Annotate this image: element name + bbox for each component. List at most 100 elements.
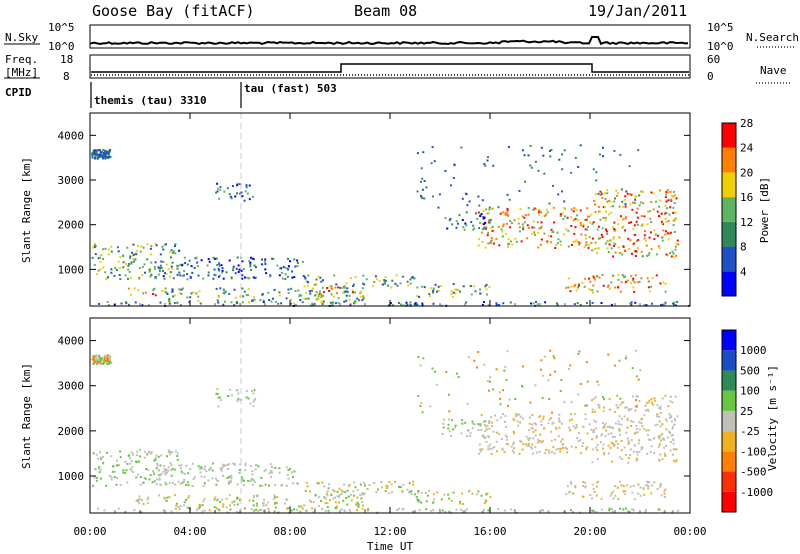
echo-cell (305, 280, 308, 283)
echo-cell (221, 269, 224, 272)
echo-cell (620, 188, 623, 191)
beam-title: Beam 08 (354, 2, 417, 20)
echo-cell (566, 216, 569, 219)
echo-cell (647, 485, 650, 488)
echo-cell (635, 349, 638, 352)
echo-cell (423, 197, 426, 200)
echo-cell (317, 275, 320, 278)
echo-cell (442, 426, 445, 429)
echo-cell (169, 453, 172, 456)
echo-cell (207, 274, 210, 277)
echo-cell (225, 271, 228, 274)
echo-cell (507, 238, 510, 241)
echo-cell (148, 268, 151, 271)
echo-cell (162, 269, 164, 272)
echo-cell (326, 490, 329, 493)
echo-cell (579, 439, 582, 442)
echo-cell (100, 155, 103, 158)
echo-cell (577, 240, 580, 243)
echo-cell (185, 464, 188, 467)
echo-cell (448, 497, 451, 500)
echo-cell (310, 289, 313, 292)
echo-cell (92, 484, 94, 487)
echo-cell (416, 295, 419, 297)
echo-cell (552, 206, 555, 209)
echo-cell (217, 187, 220, 190)
echo-cell (626, 417, 629, 420)
echo-cell (138, 267, 141, 269)
echo-cell (562, 446, 564, 449)
echo-cell (533, 231, 536, 234)
echo-cell (672, 224, 675, 226)
echo-cell (119, 456, 122, 459)
echo-cell (317, 297, 320, 300)
echo-cell (490, 239, 493, 242)
echo-cell (179, 292, 181, 295)
echo-cell (536, 441, 539, 444)
echo-cell (338, 495, 340, 498)
echo-cell (479, 292, 482, 295)
echo-cell (537, 211, 540, 214)
echo-cell (319, 276, 322, 279)
echo-cell (432, 509, 435, 512)
power-panel-bg (90, 113, 690, 306)
echo-cell (658, 443, 661, 446)
echo-cell (530, 426, 533, 429)
echo-cell (532, 302, 535, 305)
echo-cell (217, 396, 220, 399)
echo-cell (667, 405, 670, 408)
echo-cell (639, 494, 642, 497)
echo-cell (523, 221, 526, 224)
echo-cell (107, 304, 110, 307)
echo-cell (640, 418, 643, 421)
echo-cell (565, 493, 568, 496)
echo-cell (248, 301, 250, 304)
echo-cell (646, 408, 649, 411)
echo-cell (102, 258, 104, 260)
echo-cell (164, 481, 167, 484)
echo-cell (165, 263, 168, 266)
echo-cell (637, 378, 640, 381)
echo-cell (171, 290, 174, 293)
echo-cell (95, 152, 98, 155)
echo-cell (148, 451, 150, 454)
echo-cell (432, 302, 435, 305)
echo-cell (216, 190, 219, 193)
echo-cell (233, 500, 236, 503)
echo-cell (251, 477, 254, 480)
echo-cell (176, 301, 179, 304)
echo-cell (481, 199, 484, 202)
echo-cell (468, 200, 471, 203)
echo-cell (102, 149, 105, 151)
echo-cell (496, 450, 498, 453)
echo-cell (98, 355, 100, 358)
echo-cell (357, 503, 360, 506)
echo-cell (362, 297, 365, 300)
colorbar-tick-label: 24 (740, 142, 754, 155)
echo-cell (185, 483, 188, 486)
echo-cell (617, 274, 620, 276)
echo-cell (221, 466, 224, 469)
echo-cell (547, 379, 550, 382)
echo-cell (599, 210, 602, 213)
echo-cell (470, 221, 473, 224)
echo-cell (215, 257, 218, 260)
echo-cell (91, 153, 94, 156)
echo-cell (621, 226, 624, 229)
echo-cell (150, 261, 153, 264)
echo-cell (591, 399, 593, 402)
echo-cell (152, 470, 154, 473)
echo-cell (187, 472, 190, 475)
echo-cell (586, 302, 588, 304)
echo-cell (567, 229, 570, 232)
echo-cell (292, 302, 295, 305)
echo-cell (641, 223, 644, 226)
echo-cell (597, 247, 600, 250)
echo-cell (448, 393, 450, 396)
echo-cell (108, 358, 111, 361)
echo-cell (291, 276, 294, 279)
colorbar-swatch (722, 431, 736, 452)
echo-cell (566, 451, 569, 454)
echo-cell (241, 277, 244, 280)
echo-cell (603, 192, 606, 195)
